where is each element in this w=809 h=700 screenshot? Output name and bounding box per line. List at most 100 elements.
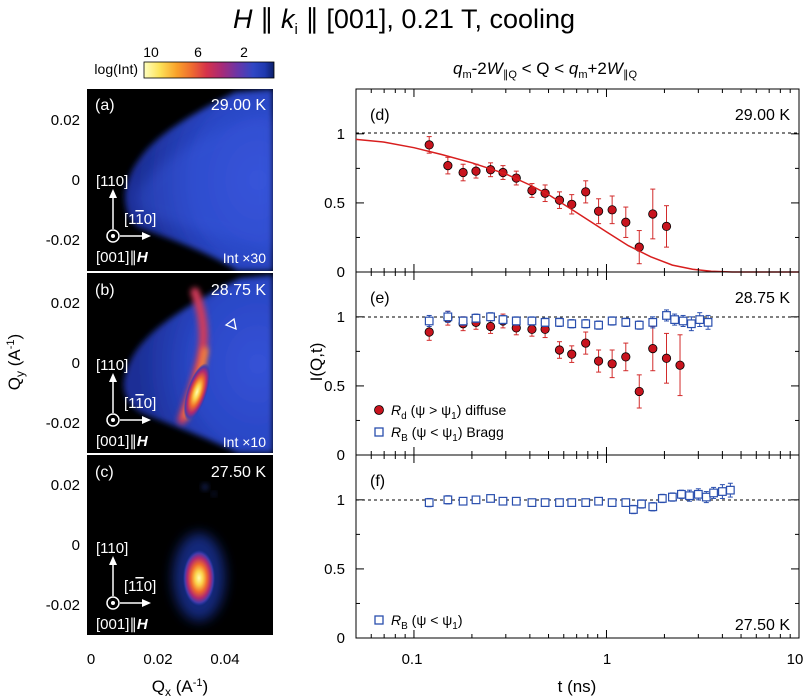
axis-1-10-label: [110] bbox=[124, 395, 156, 412]
data-point bbox=[607, 205, 617, 215]
data-point bbox=[648, 344, 658, 354]
svg-text:0.02: 0.02 bbox=[51, 477, 80, 494]
data-point bbox=[675, 360, 685, 370]
svg-text:0.5: 0.5 bbox=[324, 378, 345, 395]
axis-ticks bbox=[355, 89, 800, 639]
data-point bbox=[424, 498, 434, 507]
data-point bbox=[581, 319, 591, 329]
map-a-temp: 29.00 K bbox=[211, 97, 266, 114]
data-point bbox=[581, 187, 591, 197]
data-point bbox=[621, 217, 631, 227]
field-direction-icon bbox=[106, 229, 120, 243]
data-point bbox=[581, 338, 591, 348]
field-label: [001]∥H bbox=[96, 249, 149, 266]
data-point bbox=[607, 498, 617, 507]
colorbar-label: log(Int) bbox=[94, 61, 138, 77]
data-point bbox=[555, 317, 564, 327]
axis-1-10-arrowhead bbox=[142, 599, 151, 607]
legend-rb-marker bbox=[374, 427, 384, 437]
map-x-ticks: 0 0.02 0.04 bbox=[87, 651, 240, 668]
map-y-label: Qy (A-1) bbox=[5, 334, 27, 390]
data-point bbox=[677, 489, 686, 499]
fit-curve bbox=[355, 138, 799, 273]
plot-panel-e: (e) 28.75 K bbox=[355, 271, 800, 456]
data-point bbox=[621, 352, 631, 362]
axis-110-label: [110] bbox=[96, 173, 128, 190]
data-point bbox=[527, 316, 537, 326]
svg-text:1: 1 bbox=[337, 492, 345, 509]
data-point bbox=[511, 316, 521, 326]
data-point bbox=[581, 498, 591, 507]
data-point bbox=[443, 312, 453, 322]
svg-text:0.02: 0.02 bbox=[51, 295, 80, 312]
data-point bbox=[458, 167, 468, 178]
right-x-label: t (ns) bbox=[558, 677, 597, 696]
axis-110-label: [110] bbox=[96, 357, 128, 374]
data-point bbox=[703, 317, 713, 327]
data-point bbox=[634, 320, 644, 330]
data-point bbox=[486, 494, 495, 503]
data-point bbox=[485, 321, 496, 332]
svg-text:10: 10 bbox=[787, 651, 804, 668]
data-point bbox=[717, 487, 727, 496]
map-c-tag: (c) bbox=[95, 464, 114, 481]
data-point bbox=[693, 489, 703, 499]
data-point bbox=[657, 494, 667, 503]
map-x-label: Qx (A-1) bbox=[152, 677, 208, 699]
field-direction-dot bbox=[111, 234, 115, 238]
data-point bbox=[648, 209, 658, 219]
plot-panel-d: (d) 29.00 K bbox=[355, 88, 800, 273]
svg-text:1: 1 bbox=[337, 126, 345, 143]
data-point bbox=[668, 492, 677, 502]
axis-1-10-label: [110] bbox=[124, 211, 156, 228]
data-point bbox=[554, 345, 565, 355]
panel-d-tag: (d) bbox=[370, 107, 390, 124]
map-b-temp: 28.75 K bbox=[211, 282, 266, 299]
svg-text:-0.02: -0.02 bbox=[46, 597, 80, 614]
data-point bbox=[424, 316, 434, 326]
data-point bbox=[634, 386, 644, 397]
svg-text:0: 0 bbox=[87, 651, 95, 668]
svg-text:0: 0 bbox=[337, 630, 345, 647]
svg-text:0.04: 0.04 bbox=[210, 651, 239, 668]
legend-rd-marker bbox=[374, 405, 384, 415]
svg-text:1: 1 bbox=[603, 651, 611, 668]
panel-d-marks bbox=[355, 136, 799, 273]
panel-f-tag: (f) bbox=[370, 473, 385, 490]
svg-text:0.02: 0.02 bbox=[51, 112, 80, 129]
data-point bbox=[594, 496, 603, 506]
axis-1-10-arrowhead bbox=[142, 416, 151, 424]
figure-title: H ∥ ki ∥ [001], 0.21 T, cooling bbox=[233, 4, 575, 38]
map-panel-a: (a) 29.00 K Int ×30 bbox=[87, 89, 273, 271]
colorbar-tick-6: 6 bbox=[194, 44, 202, 60]
data-point bbox=[567, 319, 577, 329]
axis-1-10-arrowhead bbox=[142, 232, 151, 240]
panel-f-temp: 27.50 K bbox=[735, 617, 790, 634]
right-y-tick-labels: 0 0.5 1 0 0.5 1 0 0.5 1 bbox=[324, 126, 345, 647]
svg-text:0: 0 bbox=[72, 355, 80, 372]
map-b-crystal-axes: [110] [110] [001]∥H bbox=[96, 357, 156, 450]
data-point bbox=[661, 353, 672, 363]
axis-110-arrowhead bbox=[109, 189, 117, 198]
map-a-crystal-axes: [110] [110] [001]∥H bbox=[96, 173, 156, 266]
data-point bbox=[593, 356, 604, 366]
data-point bbox=[471, 495, 481, 505]
map-c-crystal-axes: [110] [110] [001]∥H bbox=[96, 540, 156, 633]
svg-text:0: 0 bbox=[72, 172, 80, 189]
panel-f-marks bbox=[424, 482, 735, 515]
svg-text:0.5: 0.5 bbox=[324, 195, 345, 212]
svg-text:-0.02: -0.02 bbox=[46, 415, 80, 432]
data-point bbox=[443, 161, 453, 171]
data-point bbox=[594, 320, 603, 330]
colorbar: log(Int) 10 6 2 bbox=[94, 44, 275, 79]
panel-d-temp: 29.00 K bbox=[735, 107, 790, 124]
data-point bbox=[648, 502, 658, 512]
data-point bbox=[725, 485, 735, 495]
data-point bbox=[621, 317, 631, 327]
data-point bbox=[458, 496, 468, 506]
svg-text:0: 0 bbox=[337, 447, 345, 464]
data-point bbox=[567, 349, 577, 359]
field-direction-dot bbox=[111, 601, 115, 605]
map-a-mult: Int ×30 bbox=[223, 250, 266, 266]
